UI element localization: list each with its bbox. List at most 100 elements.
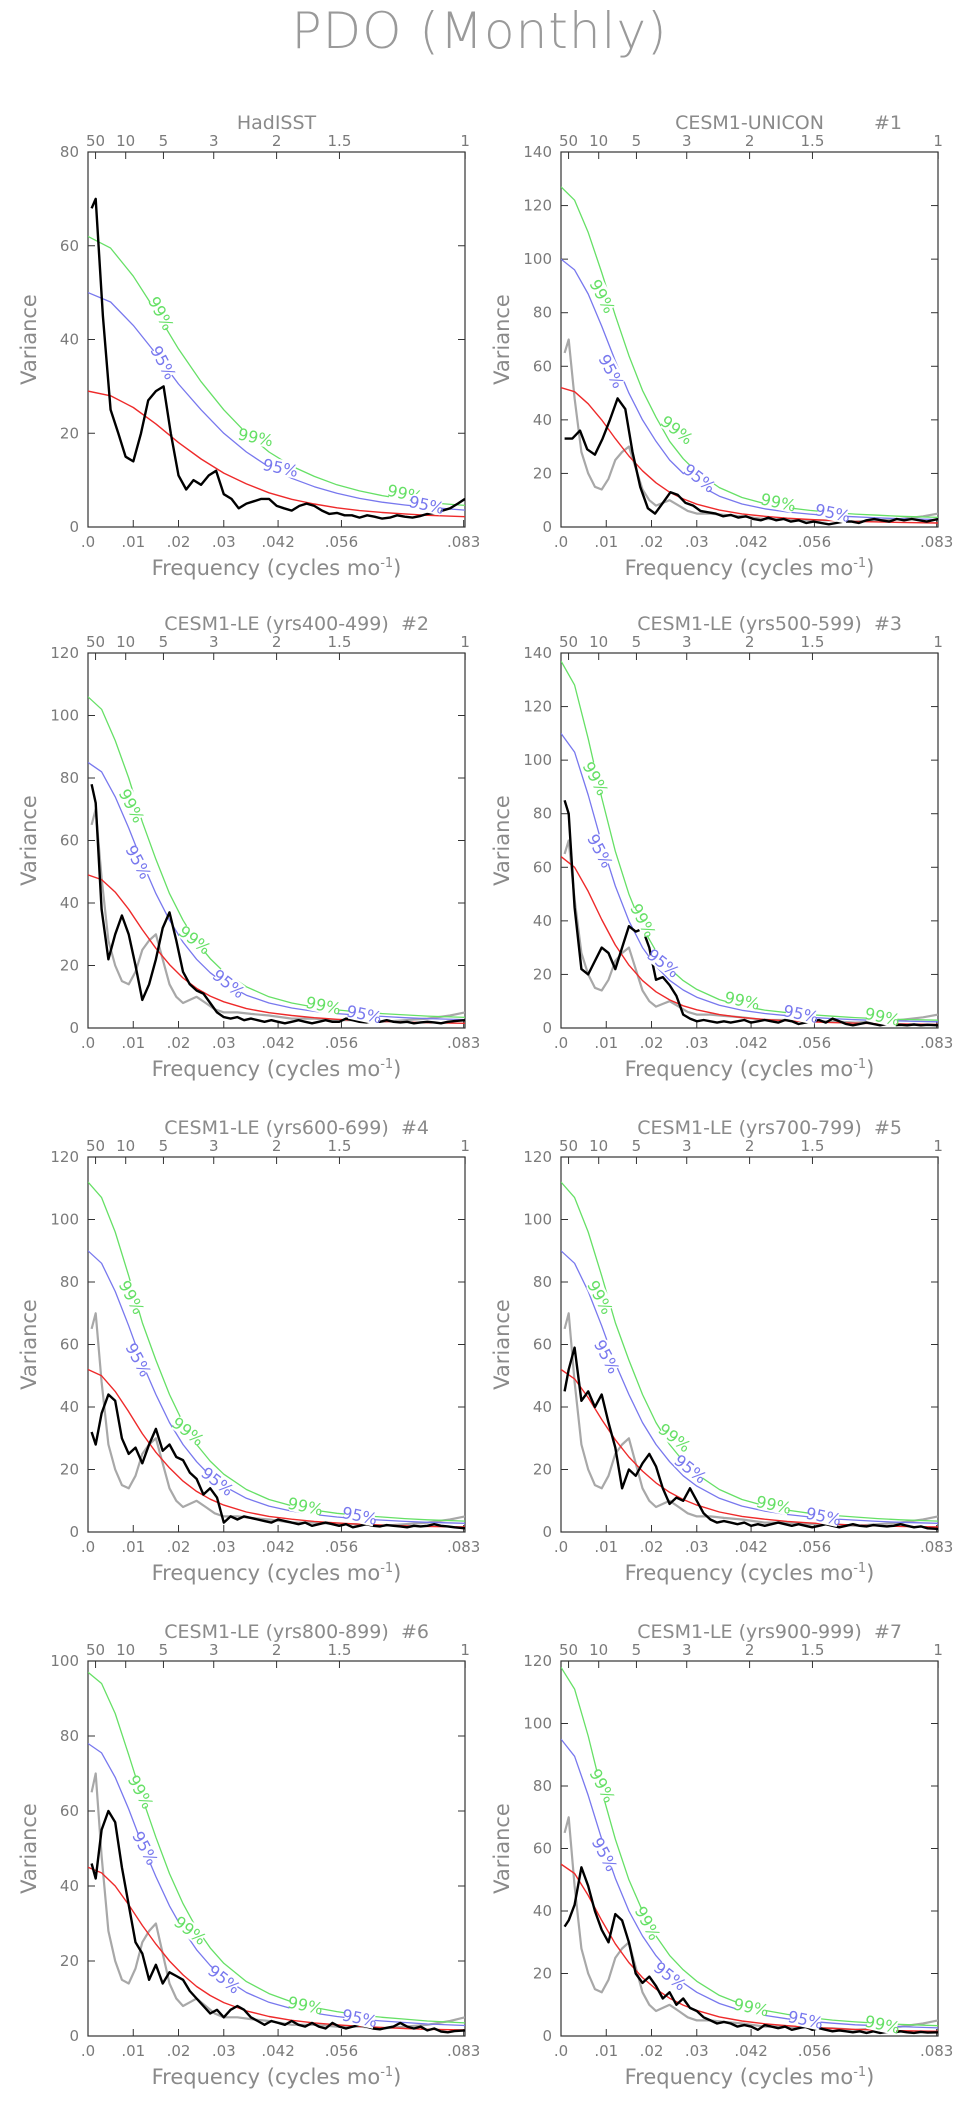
x-tick-label: .03: [212, 2042, 236, 2060]
x-tick-label: .02: [167, 533, 191, 551]
series-red-noise: [561, 387, 938, 524]
series-reference: [563, 1312, 938, 1527]
period-tick-label: 2: [745, 1641, 755, 1659]
conf-label-bg: [757, 1493, 791, 1516]
conf-label-bg: [646, 947, 681, 979]
period-tick-label: 50: [559, 1137, 578, 1155]
chart-panel-2: CESM1-UNICON #1 0 20 40 60 80 100 120 140 .0 .01 .02…: [490, 112, 953, 580]
x-tick-label: .056: [325, 1538, 358, 1556]
panel-title: CESM1-UNICON: [675, 112, 824, 134]
x-tick-label: .083: [447, 2042, 480, 2060]
period-tick-label: 50: [86, 132, 105, 150]
y-tick-label: 80: [533, 304, 552, 322]
y-tick-label: 60: [533, 357, 552, 375]
x-tick-label: .042: [734, 1538, 767, 1556]
y-tick-label: 80: [533, 805, 552, 823]
y-tick-label: 20: [533, 464, 552, 482]
y-tick-label: 80: [60, 769, 79, 787]
period-tick-label: 1: [933, 132, 943, 150]
series-conf95: [88, 761, 465, 1021]
conf-label: 95%: [121, 1340, 154, 1380]
conf-label-bg: [124, 844, 153, 879]
y-tick-label: 100: [50, 1652, 79, 1670]
period-tick-label: 3: [209, 132, 219, 150]
panel-number: #2: [401, 613, 429, 635]
y-tick-label: 80: [533, 1777, 552, 1795]
conf-label-bg: [239, 426, 272, 448]
x-tick-label: .056: [798, 1538, 831, 1556]
conf-label-bg: [343, 2006, 377, 2029]
conf-label-bg: [658, 1421, 692, 1454]
period-tick-label: 50: [86, 633, 105, 651]
conf-label-bg: [673, 1453, 708, 1485]
conf-label: 95%: [261, 455, 300, 481]
conf-label-bg: [307, 994, 340, 1017]
period-tick-label: 5: [632, 1137, 642, 1155]
y-tick-label: 100: [50, 1211, 79, 1229]
period-tick-label: 2: [745, 132, 755, 150]
x-tick-label: .03: [685, 1034, 709, 1052]
series-conf99: [561, 1181, 938, 1522]
panel-number: #4: [401, 1117, 429, 1139]
period-tick-label: 2: [272, 132, 282, 150]
period-tick-label: 1: [933, 1137, 943, 1155]
x-tick-label: .083: [447, 1538, 480, 1556]
period-tick-label: 1: [460, 132, 470, 150]
period-tick-label: 1.5: [801, 1137, 825, 1155]
y-tick-label: 100: [50, 707, 79, 725]
plot-frame: [560, 1156, 939, 1533]
conf-label: 95%: [121, 842, 154, 882]
conf-label: 95%: [345, 1001, 384, 1027]
x-tick-label: .042: [734, 2042, 767, 2060]
x-tick-label: .01: [121, 533, 145, 551]
panel-title: HadISST: [237, 112, 317, 134]
period-tick-label: 1.5: [328, 633, 352, 651]
panel-number: #1: [874, 112, 902, 134]
conf-label-bg: [581, 761, 610, 796]
y-tick-label: 100: [523, 1715, 552, 1733]
plot-frame: [560, 652, 939, 1029]
x-tick-label: .056: [798, 1034, 831, 1052]
period-tick-label: 10: [589, 1137, 608, 1155]
conf-label-bg: [147, 296, 176, 331]
period-tick-label: 1: [933, 633, 943, 651]
conf-label: 95%: [128, 1828, 161, 1868]
x-tick-label: .02: [640, 2042, 664, 2060]
page-title: PDO (Monthly): [291, 2, 668, 60]
y-tick-label: 0: [542, 518, 552, 536]
conf-label: 99%: [286, 1993, 325, 2019]
x-tick-label: .01: [121, 1538, 145, 1556]
y-tick-label: 20: [533, 965, 552, 983]
conf-label-bg: [117, 1280, 146, 1315]
period-tick-label: 5: [159, 1137, 169, 1155]
series-conf95: [88, 1250, 465, 1524]
y-tick-label: 0: [542, 1019, 552, 1037]
y-tick-label: 40: [60, 894, 79, 912]
y-tick-label: 140: [523, 644, 552, 662]
conf-label-bg: [347, 1002, 381, 1025]
series-red-noise: [88, 390, 465, 518]
y-tick-label: 40: [60, 1398, 79, 1416]
conf-label: 99%: [144, 293, 177, 333]
period-tick-label: 1.5: [328, 1137, 352, 1155]
series-red-noise: [88, 1866, 465, 2031]
series-conf95: [561, 1738, 938, 2029]
conf-label: 95%: [670, 1451, 710, 1488]
series-data: [90, 197, 465, 520]
y-tick-label: 100: [523, 1211, 552, 1229]
y-tick-label: 120: [523, 197, 552, 215]
series-conf95: [88, 291, 465, 511]
series-data: [90, 784, 465, 1025]
y-axis-label: Variance: [490, 294, 514, 385]
period-tick-label: 5: [632, 132, 642, 150]
period-tick-label: 2: [272, 1137, 282, 1155]
x-tick-label: .042: [261, 2042, 294, 2060]
y-tick-label: 40: [60, 1877, 79, 1895]
x-axis-label: Frequency (cycles mo-1): [625, 556, 875, 580]
conf-label: 95%: [204, 1961, 244, 1998]
y-tick-label: 40: [533, 1902, 552, 1920]
y-tick-label: 20: [60, 957, 79, 975]
conf-label: 99%: [759, 489, 798, 515]
